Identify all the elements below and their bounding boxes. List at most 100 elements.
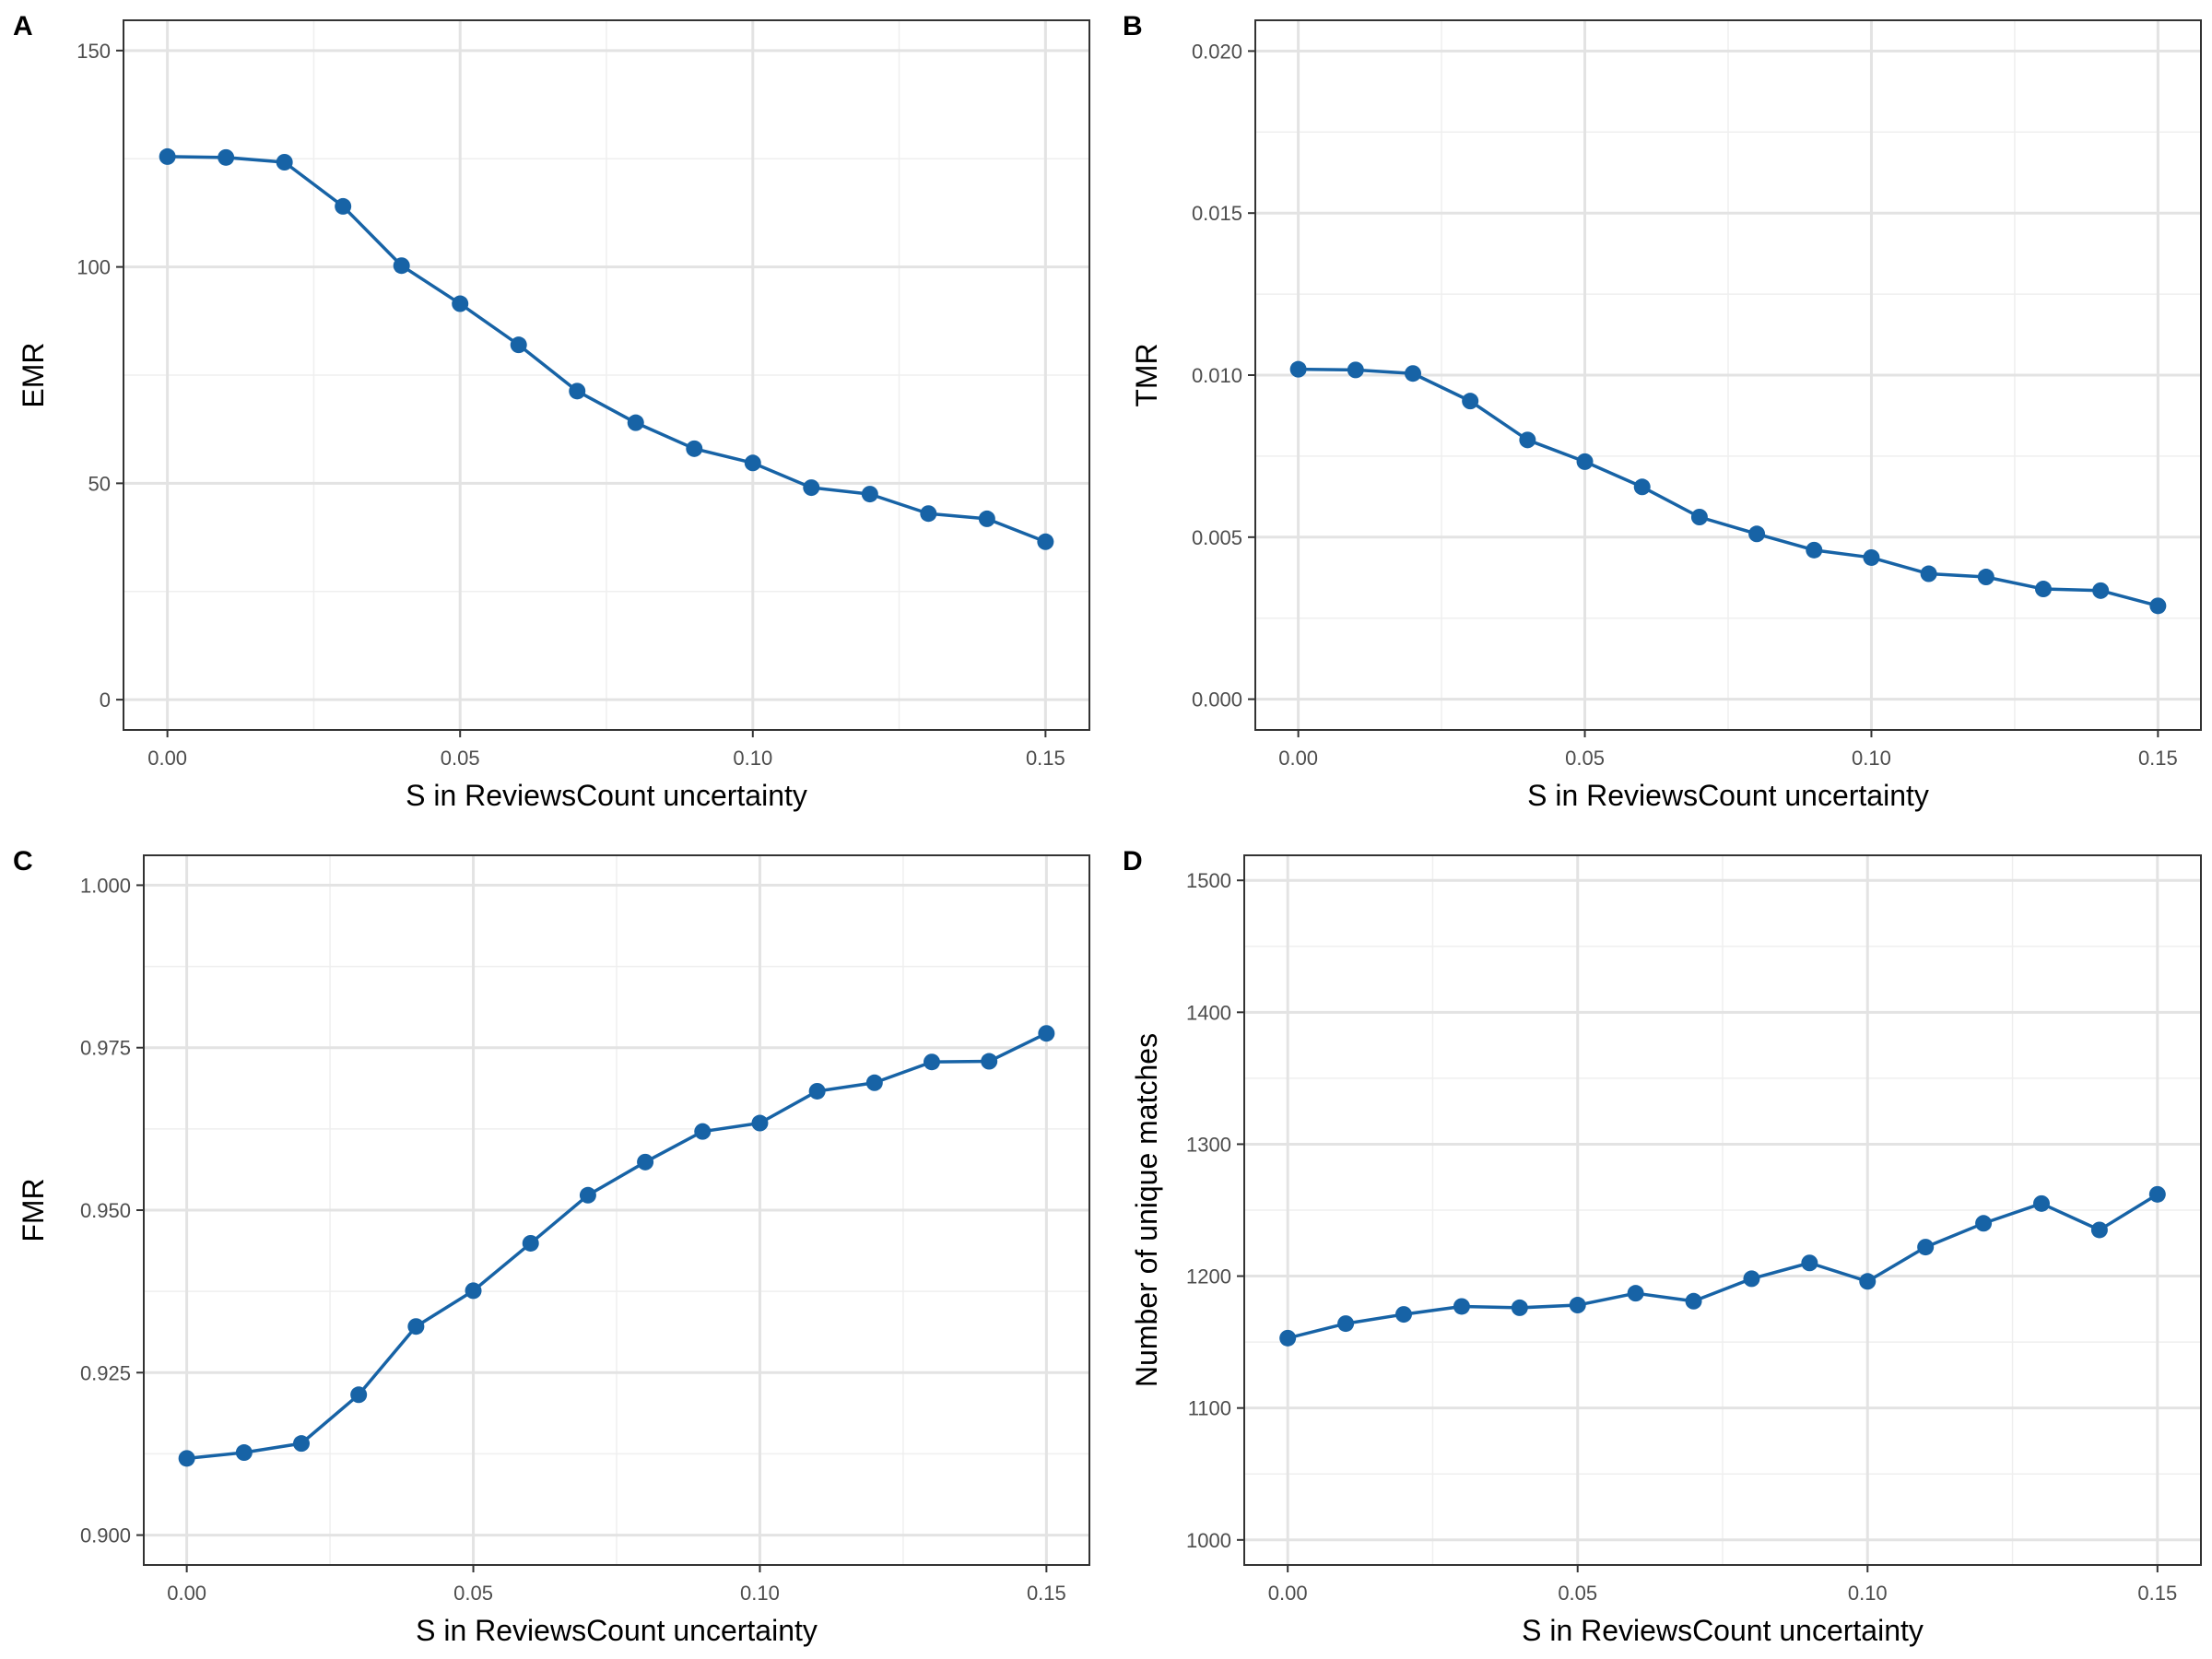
- x-tick-label: 0.15: [1026, 747, 1065, 770]
- data-point: [2035, 581, 2052, 598]
- x-tick-label: 0.05: [1565, 747, 1605, 770]
- y-tick-label: 1.000: [80, 874, 131, 897]
- data-point: [861, 486, 878, 503]
- y-tick-label: 1200: [1186, 1265, 1231, 1288]
- data-point: [1453, 1298, 1470, 1315]
- data-point: [2149, 597, 2167, 615]
- y-tick-label: 0.015: [1192, 202, 1242, 225]
- data-point: [1748, 525, 1766, 543]
- data-point: [1863, 548, 1880, 566]
- y-tick-label: 0.950: [80, 1199, 131, 1222]
- data-point: [1038, 1025, 1055, 1042]
- x-tick-label: 0.15: [2137, 1582, 2177, 1605]
- panel-tag-b: B: [1123, 11, 1143, 41]
- x-tick-label: 0.00: [147, 747, 187, 770]
- panel-border: [123, 19, 1090, 731]
- x-axis-title: S in ReviewsCount uncertainty: [1527, 779, 1929, 812]
- y-tick-label: 100: [76, 256, 111, 279]
- series-line: [186, 1031, 1048, 1461]
- x-tick-label: 0.15: [2138, 747, 2178, 770]
- series-line: [1287, 1193, 2159, 1340]
- panel-tag-c: C: [13, 846, 33, 877]
- data-point: [1801, 1254, 1818, 1272]
- y-tick-label: 1000: [1186, 1529, 1231, 1552]
- data-point: [1690, 509, 1708, 525]
- data-point: [2090, 1221, 2108, 1239]
- data-point: [1806, 541, 1823, 559]
- series-line: [167, 155, 1046, 544]
- y-tick-label: 0.925: [80, 1361, 131, 1384]
- y-axis-title: FMR: [17, 1178, 50, 1241]
- x-axis-title: S in ReviewsCount uncertainty: [406, 779, 807, 812]
- data-point: [1627, 1285, 1644, 1302]
- y-tick-label: 0.975: [80, 1037, 131, 1060]
- data-point: [569, 382, 586, 400]
- data-point: [1977, 569, 1994, 586]
- data-point: [452, 295, 469, 312]
- x-axis-title: S in ReviewsCount uncertainty: [416, 1614, 818, 1647]
- data-point: [1337, 1315, 1355, 1333]
- y-tick-label: 0.900: [80, 1524, 131, 1547]
- x-tick-label: 0.05: [1558, 1582, 1597, 1605]
- data-point: [178, 1450, 195, 1467]
- data-point: [1395, 1306, 1412, 1324]
- y-axis-title: TMR: [1130, 343, 1163, 406]
- data-point: [350, 1386, 368, 1404]
- data-point: [1511, 1299, 1528, 1316]
- panel-a: 0.00 0.05 0.10 0.15 0 50 100 150 S in ReviewsCou…: [13, 11, 1090, 812]
- x-tick-label: 0.15: [1027, 1582, 1066, 1605]
- y-axis-title: EMR: [17, 342, 50, 407]
- data-point: [276, 154, 293, 171]
- panel-border: [1243, 854, 2202, 1566]
- y-tick-label: 0.005: [1192, 526, 1242, 549]
- x-tick-label: 0.10: [1852, 747, 1891, 770]
- data-point: [2148, 1185, 2166, 1203]
- data-point: [637, 1153, 654, 1171]
- data-point: [1037, 533, 1054, 550]
- data-point: [1569, 1297, 1586, 1314]
- y-tick-label: 0: [100, 688, 111, 712]
- y-tick-label: 1400: [1186, 1001, 1231, 1024]
- y-tick-label: 0.020: [1192, 40, 1242, 63]
- data-point: [924, 1053, 940, 1071]
- data-point: [1859, 1273, 1877, 1290]
- data-point: [1743, 1270, 1760, 1288]
- data-point: [2033, 1194, 2050, 1212]
- data-point: [1576, 453, 1594, 470]
- data-point: [1975, 1215, 1993, 1232]
- data-point: [465, 1282, 482, 1300]
- x-tick-label: 0.10: [733, 747, 772, 770]
- data-point: [686, 440, 703, 457]
- y-tick-label: 0.010: [1192, 364, 1242, 387]
- x-tick-label: 0.00: [1278, 747, 1318, 770]
- panel-tag-a: A: [13, 11, 33, 41]
- data-point: [579, 1186, 596, 1204]
- data-point: [627, 414, 644, 431]
- data-point: [218, 148, 235, 166]
- data-point: [407, 1318, 425, 1335]
- data-point: [694, 1123, 712, 1140]
- data-point: [865, 1074, 883, 1091]
- series-line: [1298, 367, 2159, 608]
- panel-tag-d: D: [1123, 846, 1143, 877]
- data-point: [803, 479, 820, 497]
- data-point: [751, 1114, 769, 1132]
- data-point: [522, 1234, 539, 1252]
- data-point: [335, 197, 352, 215]
- x-tick-label: 0.00: [167, 1582, 206, 1605]
- y-tick-label: 0.000: [1192, 688, 1242, 712]
- x-axis-title: S in ReviewsCount uncertainty: [1522, 1614, 1924, 1647]
- x-tick-label: 0.10: [740, 1582, 780, 1605]
- data-point: [744, 454, 761, 472]
- data-point: [1462, 393, 1479, 410]
- data-point: [1917, 1239, 1935, 1256]
- data-point: [1633, 478, 1651, 496]
- data-point: [1685, 1292, 1702, 1310]
- data-point: [235, 1444, 253, 1462]
- x-tick-label: 0.05: [453, 1582, 493, 1605]
- data-point: [1920, 565, 1937, 582]
- data-point: [1279, 1329, 1297, 1347]
- data-point: [393, 257, 410, 275]
- data-point: [2092, 582, 2110, 599]
